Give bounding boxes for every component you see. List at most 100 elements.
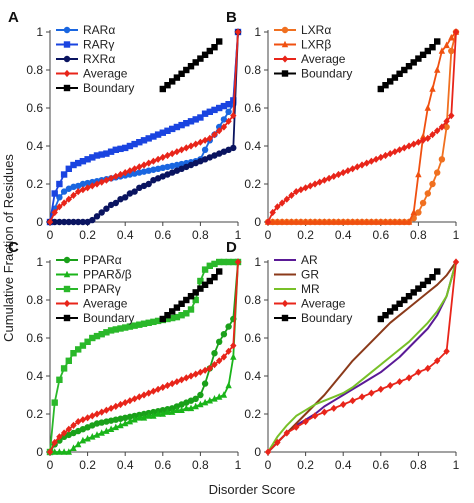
data-point	[354, 218, 361, 225]
panel-label: D	[226, 239, 237, 256]
data-point	[183, 404, 190, 412]
data-point	[424, 364, 431, 372]
data-point	[84, 156, 91, 163]
data-point	[197, 368, 204, 376]
data-point	[288, 218, 295, 225]
data-point	[387, 308, 394, 315]
data-point	[65, 165, 72, 172]
data-point	[75, 418, 82, 426]
data-point	[429, 44, 436, 51]
data-point	[98, 331, 105, 338]
legend-label: GR	[301, 268, 319, 282]
data-point	[415, 285, 422, 292]
x-tick-label: 0	[47, 228, 54, 242]
data-point	[307, 218, 314, 225]
data-point	[264, 448, 272, 456]
data-point	[98, 151, 105, 158]
data-point	[192, 370, 199, 378]
data-point	[438, 156, 446, 163]
legend-label: Boundary	[83, 81, 134, 95]
data-point	[216, 127, 223, 135]
data-point	[230, 353, 237, 360]
data-point	[164, 82, 171, 89]
data-point	[136, 321, 143, 328]
legend-marker	[63, 26, 71, 34]
data-point	[154, 410, 162, 417]
data-point	[131, 322, 138, 329]
data-point	[220, 123, 228, 131]
data-point	[377, 85, 384, 93]
data-point	[145, 319, 152, 326]
data-point	[211, 361, 218, 369]
data-point	[197, 277, 204, 285]
data-point	[216, 357, 223, 365]
data-point	[150, 387, 157, 395]
data-point	[75, 346, 82, 353]
data-point	[169, 314, 176, 322]
legend-label: Boundary	[83, 311, 134, 325]
data-point	[60, 199, 68, 207]
data-point	[216, 393, 223, 400]
data-point	[117, 145, 124, 153]
data-point	[150, 412, 157, 419]
data-point	[112, 423, 119, 431]
data-point	[192, 116, 199, 123]
data-point	[448, 47, 455, 55]
data-point	[89, 154, 96, 161]
data-point	[79, 416, 87, 424]
data-point	[93, 332, 101, 340]
legend-label: Average	[83, 297, 128, 311]
series-3	[46, 258, 242, 456]
data-point	[131, 415, 138, 423]
data-point	[126, 142, 134, 150]
data-point	[321, 408, 328, 416]
data-point	[368, 389, 375, 397]
y-tick-label: 0.8	[244, 63, 261, 77]
data-point	[173, 406, 181, 413]
data-point	[140, 414, 148, 421]
legend-marker	[281, 314, 289, 322]
data-point	[405, 293, 413, 300]
data-point	[131, 188, 138, 195]
data-point	[377, 218, 384, 225]
data-point	[103, 205, 110, 212]
legend-marker	[63, 41, 71, 48]
data-point	[70, 191, 77, 199]
data-point	[192, 296, 199, 304]
data-point	[154, 131, 162, 138]
data-point	[159, 129, 166, 136]
data-point	[220, 102, 228, 110]
data-point	[117, 325, 124, 332]
data-point	[358, 218, 366, 225]
data-point	[274, 203, 281, 211]
data-point	[197, 285, 204, 292]
data-point	[46, 448, 54, 456]
data-point	[452, 258, 460, 266]
data-point	[159, 315, 166, 323]
data-point	[51, 190, 58, 197]
data-point	[103, 150, 110, 157]
data-point	[434, 268, 441, 275]
data-point	[79, 436, 87, 444]
plot-area	[264, 28, 460, 226]
y-tick-label: 1	[254, 25, 261, 39]
data-point	[84, 338, 91, 345]
data-point	[220, 391, 228, 398]
data-point	[302, 418, 309, 426]
y-tick-label: 0.2	[244, 407, 261, 421]
data-point	[225, 381, 232, 389]
x-tick-label: 0.8	[410, 458, 427, 472]
data-point	[269, 218, 276, 225]
x-tick-label: 0.2	[297, 228, 314, 242]
data-point	[65, 425, 72, 433]
y-tick-label: 0	[254, 445, 261, 459]
x-tick-label: 1	[235, 228, 242, 242]
data-point	[84, 434, 91, 442]
data-point	[178, 300, 185, 307]
data-point	[211, 260, 218, 268]
y-axis-label: Cumulative Fraction of Residues	[1, 154, 16, 342]
data-point	[206, 262, 213, 269]
plot-area	[46, 258, 242, 456]
data-point	[396, 378, 403, 386]
